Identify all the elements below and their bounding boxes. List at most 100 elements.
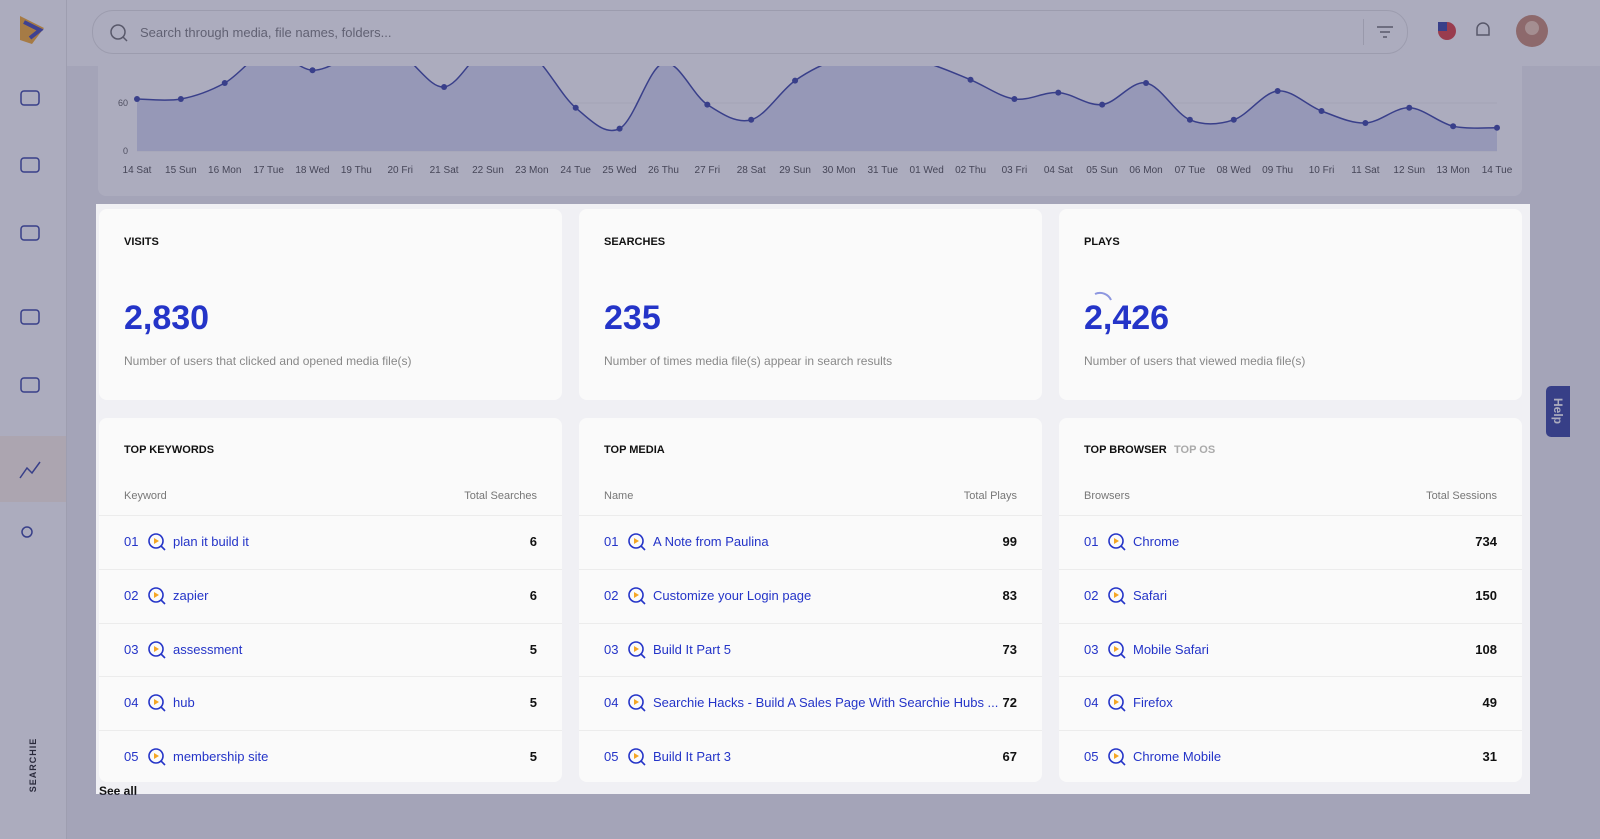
x-tick-label: 24 Tue (560, 165, 591, 176)
tab[interactable]: TOP BROWSER (1084, 444, 1167, 456)
row-name[interactable]: Build It Part 5 (653, 642, 732, 657)
row-name[interactable]: Chrome Mobile (1133, 749, 1222, 764)
play-search-icon (628, 694, 646, 712)
avatar[interactable] (1515, 14, 1549, 48)
row-name[interactable]: plan it build it (173, 534, 249, 549)
row-count: 73 (1002, 642, 1017, 657)
row-name[interactable]: membership site (173, 749, 269, 764)
row-count: 150 (1475, 588, 1497, 603)
point (309, 67, 316, 74)
row-name[interactable]: hub (173, 695, 195, 710)
play-search-icon (1108, 641, 1126, 659)
stat-value: 2,830 (124, 299, 210, 337)
row-separator (579, 515, 1042, 516)
point (177, 96, 184, 102)
row-name[interactable]: zapier (173, 588, 209, 603)
play-search-icon (148, 748, 166, 766)
help-tab[interactable]: Help (1546, 386, 1570, 437)
row-separator (1059, 515, 1522, 516)
play-search-icon (148, 641, 166, 659)
row-name[interactable]: Customize your Login page (653, 588, 812, 603)
column-header: Name (604, 490, 634, 502)
row-name[interactable]: Chrome (1133, 534, 1180, 549)
point (1143, 80, 1150, 86)
language-flag[interactable] (1436, 20, 1458, 42)
nav-forms[interactable] (20, 377, 40, 393)
tab[interactable]: TOP OS (1174, 444, 1216, 456)
x-tick-label: 09 Thu (1262, 165, 1293, 176)
row-separator (579, 676, 1042, 677)
row-count: 6 (529, 588, 537, 603)
brand: SEARCHIE (28, 737, 38, 793)
area (137, 44, 1497, 151)
x-tick-label: 20 Fri (387, 165, 413, 176)
x-tick-label: 18 Wed (295, 165, 329, 176)
search-bar[interactable]: Search through media, file names, folder… (92, 10, 1408, 54)
x-tick-label: 22 Sun (472, 165, 504, 176)
x-tick-label: 17 Tue (253, 165, 284, 176)
row-separator (1059, 569, 1522, 570)
rank: 01 (604, 534, 619, 549)
search-placeholder: Search through media, file names, folder… (140, 25, 392, 40)
divider (1363, 19, 1364, 45)
row-count: 99 (1002, 534, 1017, 549)
nav-analytics[interactable] (19, 461, 41, 479)
rank: 01 (1084, 534, 1099, 549)
row-count: 5 (529, 695, 537, 710)
table-card: TOP KEYWORDS Keyword Total Searches 01 plan … (99, 418, 562, 782)
x-tick-label: 01 Wed (910, 165, 944, 176)
x-tick-label: 21 Sat (430, 165, 459, 176)
row-name[interactable]: Build It Part 3 (653, 749, 732, 764)
rank: 05 (604, 749, 619, 764)
play-search-icon (628, 587, 646, 605)
column-header: Keyword (124, 490, 167, 502)
point (704, 101, 711, 108)
rank: 04 (604, 695, 619, 710)
notifications[interactable] (1473, 20, 1493, 42)
point (1494, 124, 1500, 131)
stat-description: Number of times media file(s) appear in … (604, 354, 893, 368)
nav-active-bg (0, 436, 66, 502)
stat-value: 2,426 (1084, 299, 1170, 337)
rank: 01 (124, 534, 139, 549)
row-name[interactable]: assessment (173, 642, 243, 657)
row-name[interactable]: Firefox (1133, 695, 1173, 710)
nav-settings[interactable] (20, 309, 40, 325)
play-search-icon (628, 533, 646, 551)
row-name[interactable]: Safari (1133, 588, 1167, 603)
nav-hubs[interactable] (20, 225, 40, 241)
see-all[interactable]: See all (99, 784, 138, 798)
row-name[interactable]: Searchie Hacks - Build A Sales Page With… (653, 695, 999, 710)
row-separator (99, 569, 562, 570)
play-search-icon (628, 748, 646, 766)
tab[interactable]: TOP KEYWORDS (124, 444, 215, 456)
row-separator (1059, 730, 1522, 731)
play-search-icon (148, 694, 166, 712)
filter-icon[interactable] (1375, 23, 1395, 41)
row-name[interactable]: A Note from Paulina (653, 534, 769, 549)
x-tick-label: 23 Mon (515, 165, 548, 176)
x-tick-label: 06 Mon (1129, 165, 1162, 176)
tab[interactable]: TOP MEDIA (604, 444, 665, 456)
row-name[interactable]: Mobile Safari (1133, 642, 1209, 657)
row-separator (99, 515, 562, 516)
play-search-icon (1108, 533, 1126, 551)
nav-folders[interactable] (20, 157, 40, 173)
play-search-icon (1108, 748, 1126, 766)
stat-description: Number of users that clicked and opened … (124, 354, 412, 368)
x-tick-label: 10 Fri (1309, 165, 1335, 176)
point (967, 76, 974, 83)
rank: 05 (1084, 749, 1099, 764)
nav-users[interactable] (21, 526, 33, 538)
x-tick-label: 19 Thu (341, 165, 372, 176)
sidebar-icons (0, 16, 66, 538)
y-tick-label: 60 (118, 98, 128, 108)
x-tick-label: 16 Mon (208, 165, 241, 176)
stat-title: VISITS (124, 236, 159, 248)
rank: 03 (124, 642, 139, 657)
x-tick-label: 30 Mon (822, 165, 855, 176)
nav-media[interactable] (20, 90, 40, 106)
x-tick-label: 31 Tue (868, 165, 899, 176)
x-tick-label: 08 Wed (1217, 165, 1251, 176)
point (1318, 108, 1325, 114)
